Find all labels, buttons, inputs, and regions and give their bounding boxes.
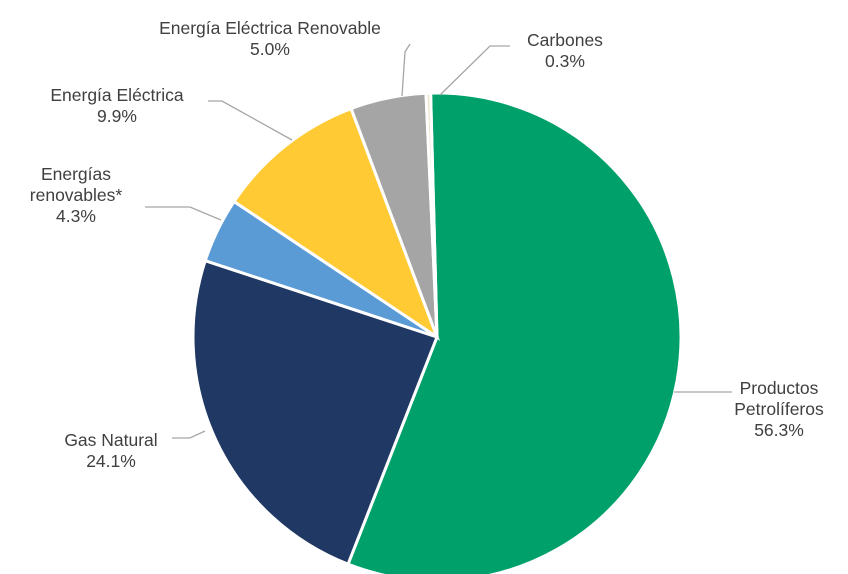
pie-slice-energia-electrica (231, 106, 441, 341)
slice-percent-label: 4.3% (56, 206, 96, 226)
slice-category-label: Energías (41, 164, 111, 184)
data-label-carbones: Carbones 0.3% (527, 30, 603, 71)
leader-line-carbones (439, 45, 510, 96)
pie-slice-productos-petroliferos (346, 91, 683, 574)
pie-slice-gas-natural (191, 258, 439, 567)
slice-category-label: Energía Eléctrica (50, 85, 184, 105)
slice-percent-label: 5.0% (250, 39, 290, 59)
slice-percent-label: 9.9% (97, 106, 137, 126)
pie-slice-carbones (424, 91, 439, 338)
slice-percent-label: 24.1% (86, 451, 136, 471)
slice-category-label: Productos (740, 378, 819, 398)
leader-line-energia-electrica (208, 100, 293, 141)
slice-category-label: Petrolíferos (734, 399, 824, 419)
data-label-productos-petroliferos: Productos Petrolíferos 56.3% (734, 378, 824, 440)
slice-category-label: Gas Natural (64, 430, 157, 450)
labels-layer: Productos Petrolíferos 56.3% Gas Natural 24.… (30, 18, 824, 471)
leader-line-gas-natural (172, 430, 206, 439)
leader-lines-layer (145, 43, 732, 439)
slice-category-label: Energía Eléctrica Renovable (159, 18, 381, 38)
data-label-gas-natural: Gas Natural 24.1% (64, 430, 157, 471)
data-label-energias-renovables: Energías renovables* 4.3% (30, 164, 123, 226)
leader-line-energia-electrica-renovable (401, 43, 411, 97)
slice-percent-label: 56.3% (754, 420, 804, 440)
slices-layer (191, 91, 683, 574)
slice-category-label: Carbones (527, 30, 603, 50)
data-label-energia-electrica: Energía Eléctrica 9.9% (50, 85, 184, 126)
leader-line-energias-renovables (145, 206, 222, 221)
slice-category-label: renovables* (30, 185, 123, 205)
slice-percent-label: 0.3% (545, 51, 585, 71)
data-label-energia-electrica-renovable: Energía Eléctrica Renovable 5.0% (159, 18, 381, 59)
